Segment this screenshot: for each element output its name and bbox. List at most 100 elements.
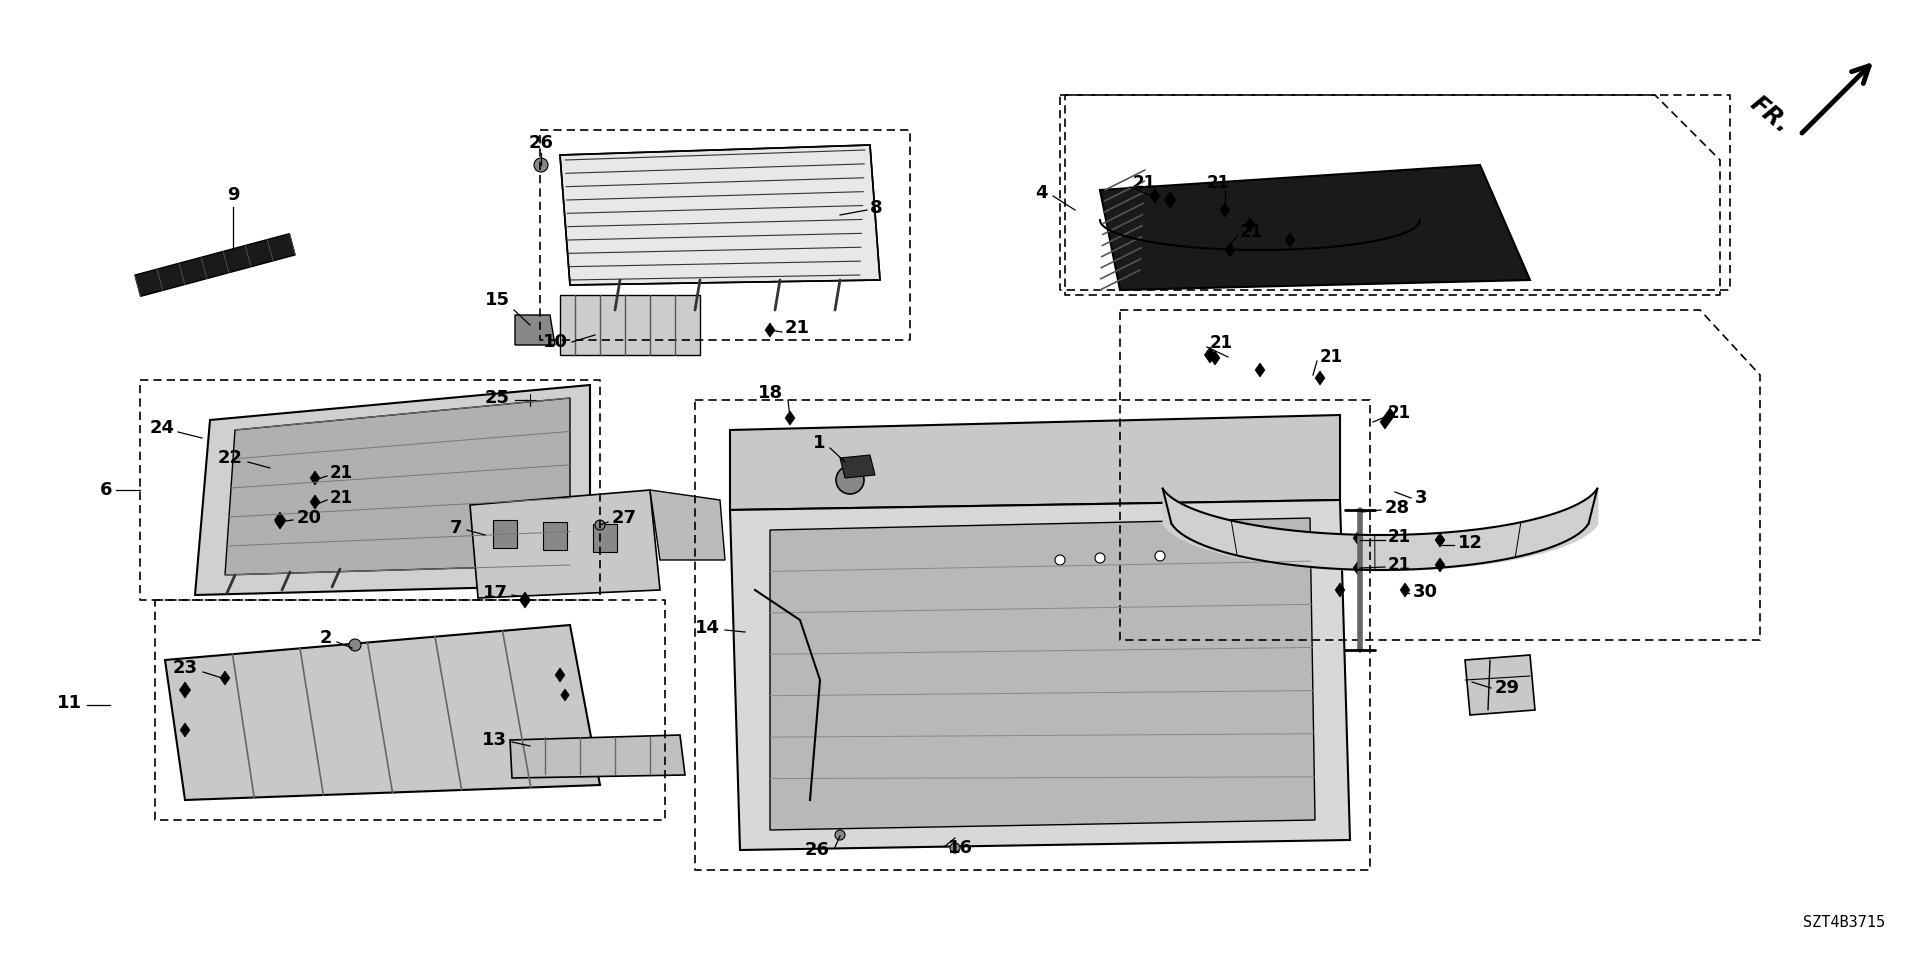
Text: 10: 10 bbox=[543, 333, 568, 351]
Polygon shape bbox=[1354, 561, 1363, 575]
Text: 9: 9 bbox=[227, 186, 240, 204]
Circle shape bbox=[950, 843, 960, 853]
Circle shape bbox=[632, 302, 649, 318]
Polygon shape bbox=[179, 682, 190, 698]
Polygon shape bbox=[785, 411, 795, 425]
Text: 21: 21 bbox=[1388, 528, 1411, 546]
Text: 21: 21 bbox=[1388, 556, 1411, 574]
Text: FR.: FR. bbox=[1745, 92, 1795, 138]
Polygon shape bbox=[555, 668, 564, 682]
Text: 8: 8 bbox=[870, 199, 883, 217]
Text: 6: 6 bbox=[100, 481, 111, 499]
Text: 3: 3 bbox=[1415, 489, 1427, 507]
Text: 23: 23 bbox=[173, 659, 198, 677]
Polygon shape bbox=[520, 592, 530, 608]
Polygon shape bbox=[196, 385, 589, 595]
Polygon shape bbox=[561, 689, 568, 701]
Polygon shape bbox=[311, 495, 321, 509]
Text: 17: 17 bbox=[484, 584, 509, 602]
Polygon shape bbox=[770, 518, 1315, 830]
Polygon shape bbox=[1315, 371, 1325, 385]
Polygon shape bbox=[225, 398, 570, 575]
Text: 21: 21 bbox=[1321, 348, 1344, 366]
Polygon shape bbox=[1334, 548, 1344, 562]
Text: 13: 13 bbox=[482, 731, 507, 749]
Polygon shape bbox=[1380, 415, 1390, 429]
Text: 11: 11 bbox=[58, 694, 83, 712]
Polygon shape bbox=[1256, 363, 1265, 377]
Circle shape bbox=[1156, 551, 1165, 561]
Polygon shape bbox=[180, 723, 190, 737]
FancyBboxPatch shape bbox=[593, 524, 616, 552]
Polygon shape bbox=[1465, 655, 1534, 715]
Circle shape bbox=[524, 394, 536, 406]
Text: 21: 21 bbox=[785, 319, 810, 337]
Polygon shape bbox=[1204, 347, 1215, 363]
Circle shape bbox=[595, 520, 605, 530]
Text: 21: 21 bbox=[1133, 174, 1156, 192]
Text: 22: 22 bbox=[219, 449, 244, 467]
Text: 21: 21 bbox=[1210, 334, 1233, 352]
Circle shape bbox=[835, 466, 864, 494]
Text: 29: 29 bbox=[1496, 679, 1521, 697]
Polygon shape bbox=[561, 145, 879, 285]
FancyBboxPatch shape bbox=[543, 522, 566, 550]
Text: 24: 24 bbox=[150, 419, 175, 437]
Circle shape bbox=[534, 158, 547, 172]
Polygon shape bbox=[1284, 233, 1294, 247]
Text: 21: 21 bbox=[1240, 223, 1263, 241]
Text: 20: 20 bbox=[298, 509, 323, 527]
Polygon shape bbox=[1225, 243, 1235, 257]
Polygon shape bbox=[515, 315, 555, 345]
Polygon shape bbox=[1100, 165, 1530, 290]
Polygon shape bbox=[1219, 203, 1231, 217]
Polygon shape bbox=[311, 471, 321, 485]
Text: 4: 4 bbox=[1035, 184, 1048, 202]
Polygon shape bbox=[1244, 218, 1256, 232]
Text: 21: 21 bbox=[1388, 404, 1411, 422]
Text: 1: 1 bbox=[812, 434, 826, 452]
Polygon shape bbox=[1334, 583, 1344, 597]
Polygon shape bbox=[1400, 583, 1409, 597]
Text: 26: 26 bbox=[804, 841, 829, 859]
Text: 16: 16 bbox=[948, 839, 973, 857]
Polygon shape bbox=[134, 233, 296, 297]
Polygon shape bbox=[730, 415, 1340, 510]
Polygon shape bbox=[841, 455, 876, 478]
Text: 7: 7 bbox=[449, 519, 463, 537]
Circle shape bbox=[1094, 553, 1106, 563]
Text: 12: 12 bbox=[1457, 534, 1482, 552]
Text: 21: 21 bbox=[330, 489, 353, 507]
Polygon shape bbox=[1210, 351, 1219, 365]
Circle shape bbox=[1054, 555, 1066, 565]
Text: 2: 2 bbox=[319, 629, 332, 647]
Polygon shape bbox=[1434, 533, 1446, 547]
Circle shape bbox=[835, 830, 845, 840]
Polygon shape bbox=[1384, 408, 1396, 422]
Polygon shape bbox=[1354, 531, 1363, 545]
Polygon shape bbox=[511, 735, 685, 778]
Text: 18: 18 bbox=[758, 384, 783, 402]
Polygon shape bbox=[730, 500, 1350, 850]
Polygon shape bbox=[561, 295, 701, 355]
Text: 28: 28 bbox=[1384, 499, 1409, 517]
Polygon shape bbox=[764, 323, 776, 337]
Circle shape bbox=[349, 639, 361, 651]
Text: 21: 21 bbox=[330, 464, 353, 482]
Polygon shape bbox=[651, 490, 726, 560]
FancyBboxPatch shape bbox=[493, 520, 516, 548]
Polygon shape bbox=[1164, 192, 1175, 208]
Text: 15: 15 bbox=[486, 291, 511, 309]
Polygon shape bbox=[275, 515, 284, 529]
Polygon shape bbox=[275, 512, 286, 528]
Text: 30: 30 bbox=[1413, 583, 1438, 601]
Text: 14: 14 bbox=[695, 619, 720, 637]
Text: 21: 21 bbox=[1206, 174, 1229, 192]
Text: 25: 25 bbox=[486, 389, 511, 407]
Polygon shape bbox=[470, 490, 660, 598]
Polygon shape bbox=[165, 625, 599, 800]
Polygon shape bbox=[1434, 558, 1446, 572]
Circle shape bbox=[582, 302, 597, 318]
Text: 27: 27 bbox=[612, 509, 637, 527]
Polygon shape bbox=[221, 671, 230, 685]
